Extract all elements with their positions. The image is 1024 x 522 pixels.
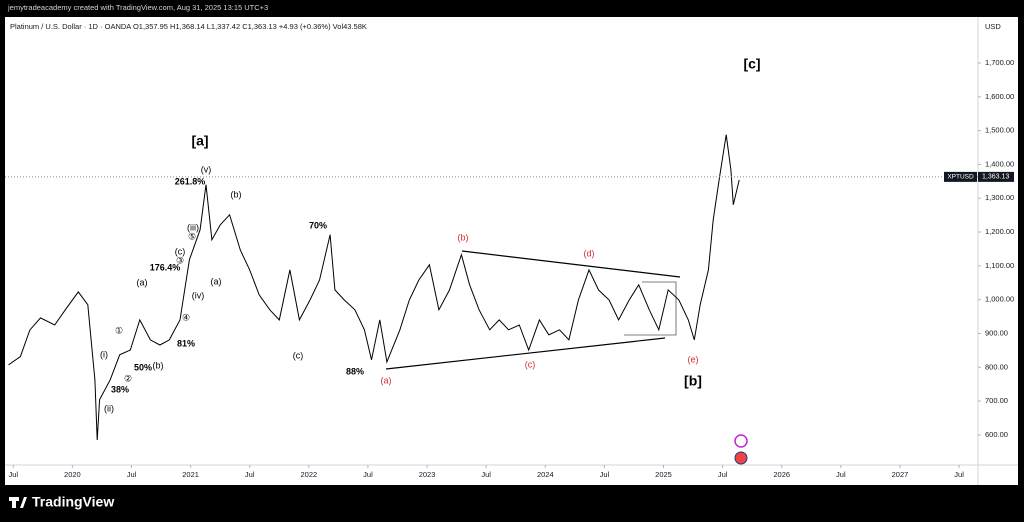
annotation: (e) [688, 354, 699, 364]
annotation: ① [115, 325, 123, 335]
annotation: 261.8% [175, 176, 206, 186]
x-tick-label: Jul [600, 470, 610, 479]
x-tick-label: Jul [481, 470, 491, 479]
y-tick-label: 1,700.00 [985, 58, 1014, 67]
x-tick-label: 2027 [892, 470, 909, 479]
chart-background [5, 17, 1018, 485]
currency: USD [985, 22, 1001, 31]
y-tick-label: 1,400.00 [985, 159, 1014, 168]
y-tick-label: 900.00 [985, 328, 1008, 337]
annotation: (b) [231, 189, 242, 199]
x-tick-label: Jul [718, 470, 728, 479]
annotation: [b] [684, 373, 702, 389]
annotation: 81% [177, 338, 195, 348]
annotation: ② [124, 373, 132, 383]
x-tick-label: 2020 [64, 470, 81, 479]
annotation: (iv) [192, 290, 205, 300]
x-tick-label: Jul [8, 470, 18, 479]
x-tick-label: 2026 [773, 470, 790, 479]
price-line [8, 134, 740, 441]
annotation: (d) [584, 248, 595, 258]
price-tag [978, 171, 1014, 182]
trendline [385, 337, 666, 370]
y-tick-label: 1,300.00 [985, 193, 1014, 202]
x-tick-label: Jul [127, 470, 137, 479]
y-tick-label: 1,200.00 [985, 227, 1014, 236]
logo-mark [12, 497, 16, 508]
annotation: (i) [100, 349, 108, 359]
annotation: (c) [293, 350, 304, 360]
y-tick-label: 1,500.00 [985, 126, 1014, 135]
annotation: 50% [134, 362, 152, 372]
y-tick-label: 1,000.00 [985, 295, 1014, 304]
y-tick-label: 800.00 [985, 362, 1008, 371]
annotation: ④ [182, 312, 190, 322]
annotation: (c) [525, 359, 536, 369]
annotation: (a) [381, 375, 392, 385]
annotation: [a] [191, 133, 208, 149]
annotation: (iii) [187, 222, 199, 232]
range-box [624, 281, 677, 336]
y-tick-label: 1,100.00 [985, 261, 1014, 270]
x-tick-label: 2022 [300, 470, 317, 479]
x-tick-label: Jul [836, 470, 846, 479]
y-tick-label: 1,600.00 [985, 92, 1014, 101]
annotation: 88% [346, 366, 364, 376]
annotation: (b) [458, 232, 469, 242]
logo-mark [20, 497, 27, 508]
x-tick-label: 2021 [182, 470, 199, 479]
x-tick-label: Jul [363, 470, 373, 479]
x-tick-label: 2024 [537, 470, 554, 479]
symbol-tag [944, 171, 977, 182]
trendline [461, 250, 681, 278]
annotation: (ii) [104, 403, 114, 413]
annotation: (b) [153, 360, 164, 370]
y-tick-label: 600.00 [985, 430, 1008, 439]
x-tick-label: 2025 [655, 470, 672, 479]
annotation: (v) [201, 164, 212, 174]
symbol-label: XPTUSD [947, 174, 974, 181]
annotation: [c] [743, 56, 760, 72]
annotation: (c) [175, 246, 186, 256]
annotation: (a) [211, 276, 222, 286]
annotation: ⑤ [188, 231, 196, 241]
x-tick-label: Jul [954, 470, 964, 479]
annotation: (a) [137, 277, 148, 287]
y-tick-label: 700.00 [985, 396, 1008, 405]
annotation: 176.4% [150, 262, 181, 272]
price-label: 1,363.13 [982, 174, 1009, 181]
chart-title: Platinum / U.S. Dollar · 1D · OANDA O1,3… [10, 22, 367, 31]
icon[interactable] [734, 451, 748, 465]
annotation: ③ [176, 255, 184, 265]
annotation: 38% [111, 384, 129, 394]
x-tick-label: Jul [245, 470, 255, 479]
credit: jemytradeacademy created with TradingVie… [7, 3, 268, 12]
logo: TradingView [9, 494, 114, 510]
annotation: 70% [309, 220, 327, 230]
icon[interactable] [734, 434, 748, 448]
x-tick-label: 2023 [419, 470, 436, 479]
brand: TradingView [32, 494, 114, 510]
